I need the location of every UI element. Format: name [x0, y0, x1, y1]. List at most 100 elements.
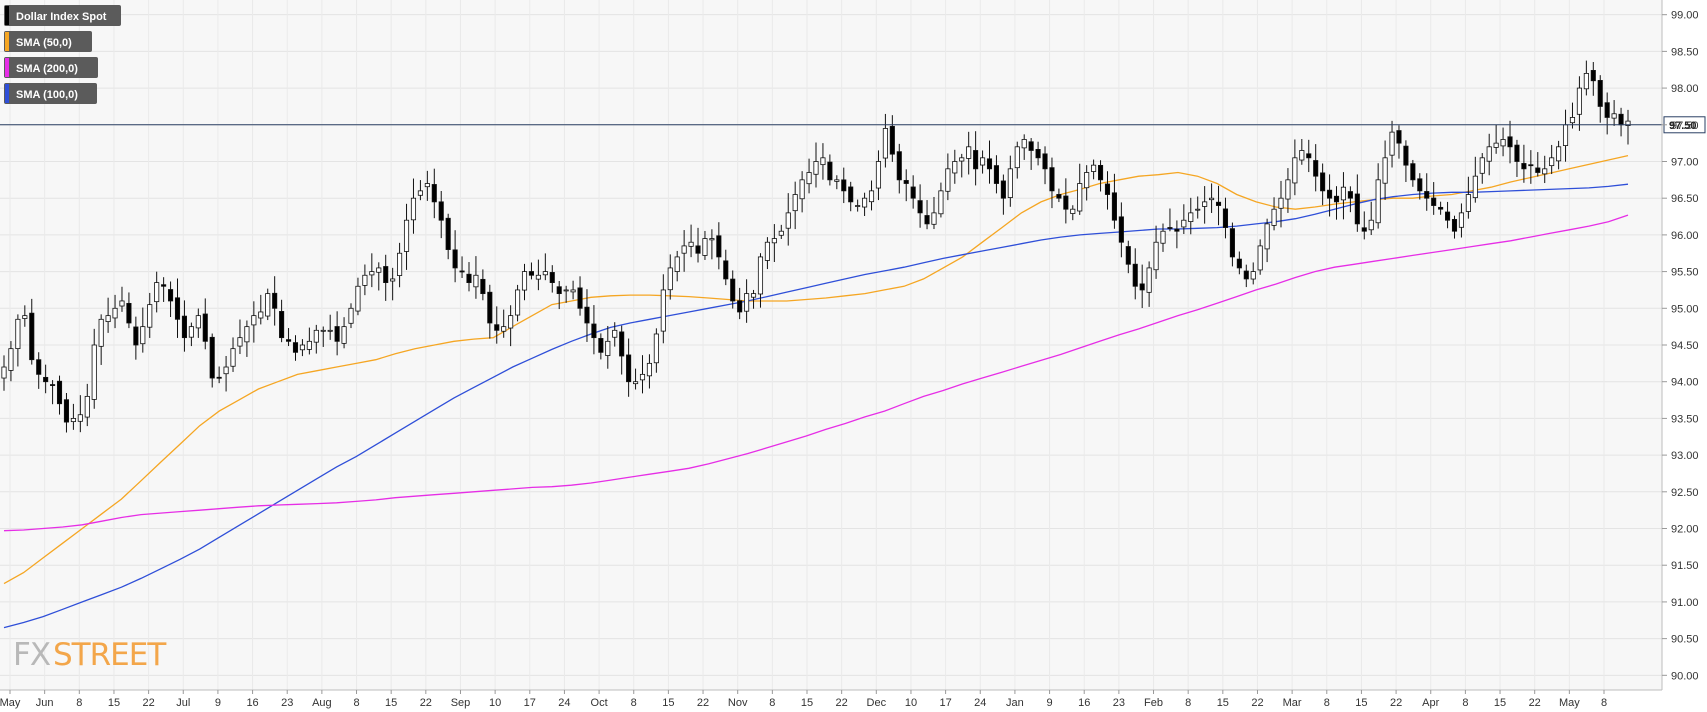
current-price-label: 97.50 [1669, 120, 1697, 132]
candle [487, 284, 493, 339]
candle [1549, 144, 1555, 175]
candle [452, 230, 458, 283]
candle-body-down [452, 249, 458, 269]
candle-body-up [223, 366, 229, 375]
candle [1514, 139, 1520, 177]
candle [605, 325, 611, 369]
candle-body-down [43, 376, 49, 383]
candle-body-down [1222, 208, 1229, 228]
x-tick-label: 23 [1113, 697, 1125, 709]
candle [1243, 264, 1249, 288]
candle-body-up [660, 289, 666, 332]
candle-body-down [1139, 283, 1145, 291]
x-tick-label: 22 [697, 697, 709, 709]
candle-body-down [626, 354, 632, 383]
candle [410, 178, 417, 234]
candle [1410, 159, 1416, 187]
candle [279, 299, 285, 343]
candle [8, 341, 14, 382]
candle-body-up [931, 212, 937, 225]
candle-body-up [1153, 241, 1159, 271]
x-tick-label: Oct [591, 697, 608, 709]
candle-body-up [195, 315, 201, 329]
candle-body-down [549, 272, 555, 284]
candle [591, 305, 597, 355]
candle [369, 253, 375, 288]
y-tick-label: 99.00 [1671, 10, 1699, 22]
candle-body-up [702, 238, 708, 256]
candle-body-down [50, 384, 56, 386]
x-tick-label: Sep [451, 697, 471, 709]
x-tick-label: 24 [558, 697, 570, 709]
candle [147, 292, 153, 338]
candle-body-up [542, 271, 548, 276]
x-tick-label: 15 [662, 697, 674, 709]
candle-body-up [1188, 212, 1194, 222]
candle [792, 181, 798, 230]
candle-body-down [827, 161, 833, 181]
legend-label: SMA (100,0) [16, 89, 78, 101]
candle [126, 292, 132, 329]
candle [1389, 120, 1395, 168]
candle-body-up [473, 274, 479, 288]
candle [771, 224, 777, 263]
candle-body-down [202, 313, 208, 342]
candle-body-down [1097, 164, 1104, 181]
candle [1299, 139, 1305, 165]
candle-body-up [1299, 150, 1305, 161]
candle-body-up [778, 230, 784, 236]
candle-body-up [1493, 142, 1499, 148]
candle-body-down [1361, 227, 1367, 232]
candle-body-up [1549, 157, 1555, 167]
x-tick-label: Jan [1006, 697, 1024, 709]
candle-body-up [862, 197, 868, 208]
candle [174, 278, 181, 338]
candle-body-down [174, 297, 181, 320]
candle [619, 325, 625, 375]
candle-body-up [1202, 201, 1208, 207]
candle [438, 191, 444, 239]
candle-body-up [1611, 113, 1617, 119]
candle [1486, 133, 1492, 176]
candle-body-down [383, 266, 389, 284]
candle-body-down [63, 399, 70, 423]
x-tick-label: 22 [142, 697, 154, 709]
candle-body-up [750, 293, 757, 298]
legend-box [4, 57, 98, 78]
candle-body-down [903, 180, 909, 184]
x-tick-label: 15 [108, 697, 120, 709]
candle-body-up [348, 307, 354, 324]
candle-body-up [417, 190, 423, 196]
candle-body-up [1084, 172, 1090, 189]
candle [202, 298, 208, 350]
candle [327, 314, 333, 340]
candle [84, 383, 90, 427]
candle [1465, 176, 1471, 219]
candle-body-up [410, 197, 417, 221]
candle [1209, 183, 1215, 213]
candle [154, 271, 160, 313]
candle-body-up [1014, 146, 1020, 169]
candle [119, 286, 125, 312]
candle [181, 300, 187, 352]
candle [1313, 144, 1319, 192]
candle [292, 335, 299, 361]
legend-swatch [5, 6, 9, 25]
candle-body-down [1597, 80, 1603, 107]
candle-body-down [1243, 270, 1249, 280]
candle [945, 153, 951, 201]
x-tick-label: Feb [1144, 697, 1163, 709]
candle [508, 305, 514, 347]
candle-body-up [1479, 157, 1485, 174]
x-tick-label: 22 [1529, 697, 1541, 709]
candle [29, 298, 35, 365]
candle [306, 327, 312, 355]
candle-body-up [1569, 117, 1576, 124]
candle [133, 316, 139, 360]
x-tick-label: 15 [801, 697, 813, 709]
candle [1451, 215, 1458, 239]
legend-box [4, 5, 121, 26]
candle-body-down [1125, 246, 1131, 265]
candle [938, 182, 944, 218]
candle-body-up [639, 373, 646, 381]
